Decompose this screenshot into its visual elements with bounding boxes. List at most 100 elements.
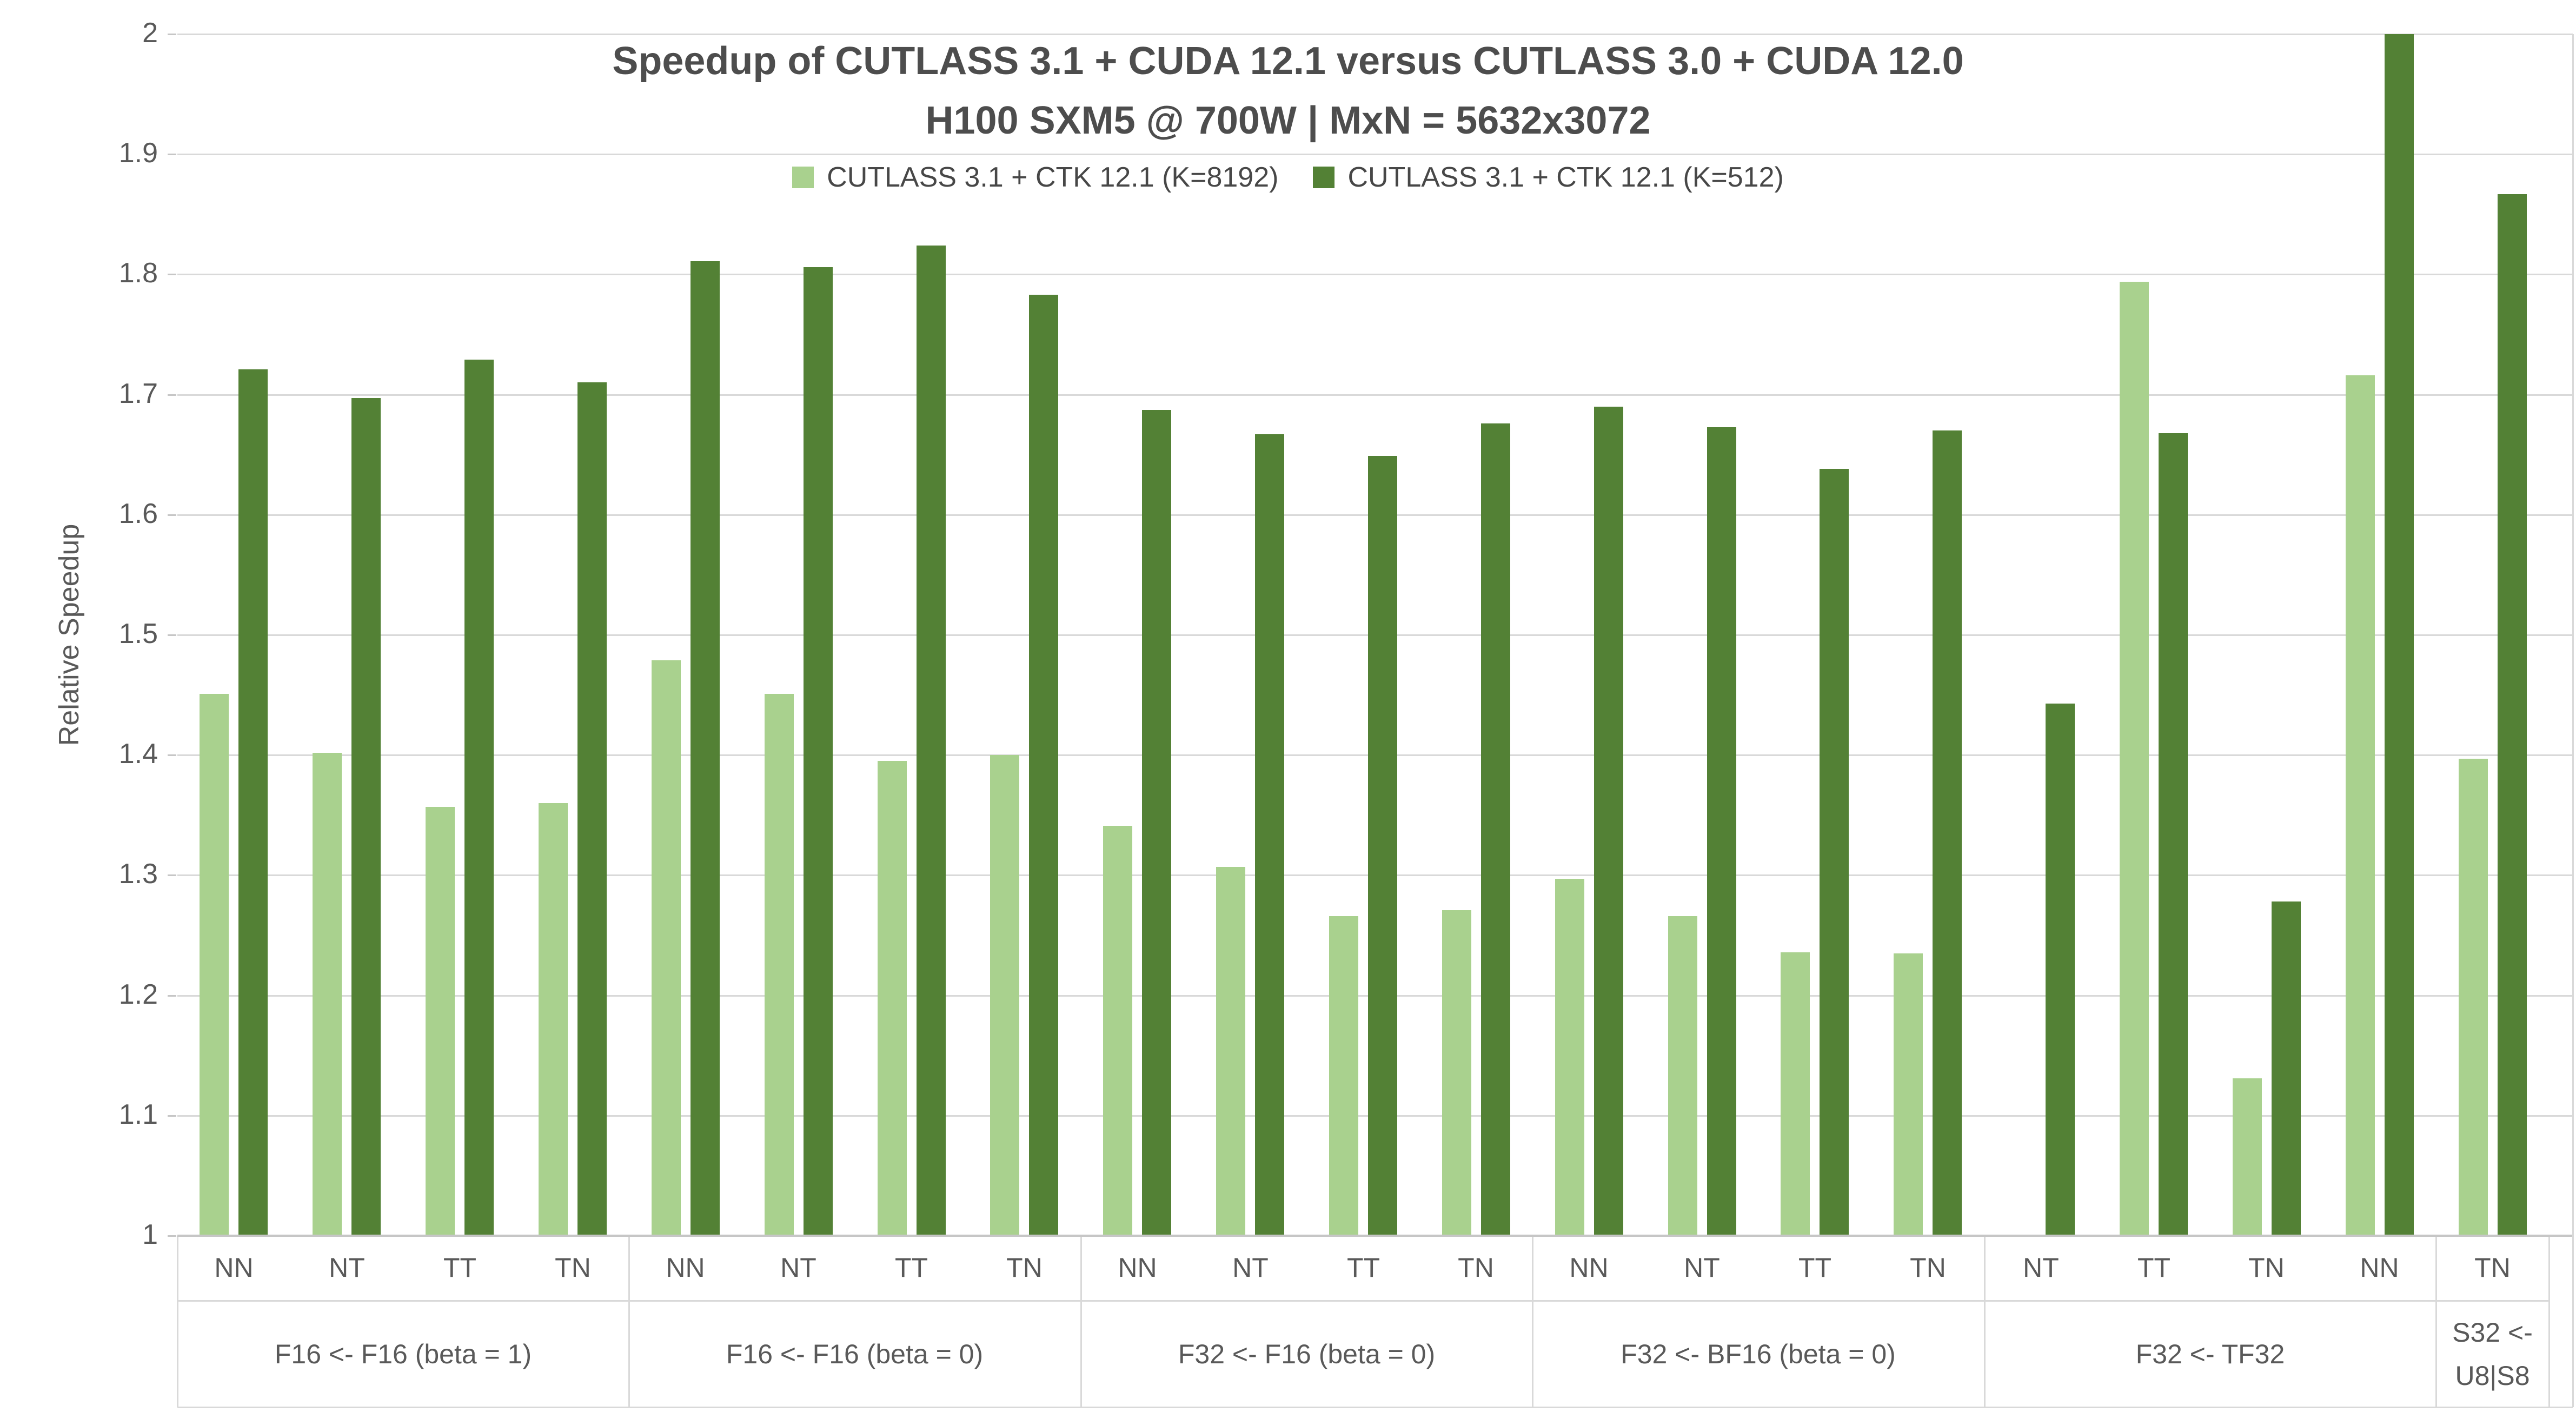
gridline (177, 34, 2573, 35)
category-label: NN (1118, 1252, 1157, 1283)
category-label: TT (1798, 1252, 1832, 1283)
category-label: NN (2360, 1252, 2399, 1283)
group-label: F16 <- F16 (beta = 0) (629, 1333, 1080, 1376)
bar-k512 (1368, 456, 1397, 1236)
category-label: TN (1458, 1252, 1494, 1283)
group-label: F32 <- F16 (beta = 0) (1081, 1333, 1532, 1376)
bar-k512 (1255, 434, 1284, 1236)
bar-k512 (691, 261, 720, 1236)
bar-k8192 (200, 694, 229, 1236)
bar-k8192 (1216, 867, 1245, 1236)
chart-title: Speedup of CUTLASS 3.1 + CUDA 12.1 versu… (612, 39, 1964, 83)
group-separator (628, 1236, 630, 1407)
label-area-bottom-border (177, 1407, 2573, 1408)
bar-k512 (351, 398, 381, 1236)
bar-k8192 (652, 660, 681, 1236)
y-tick-label: 1.1 (118, 1099, 158, 1130)
category-label: NT (1684, 1252, 1720, 1283)
category-label: NT (1232, 1252, 1269, 1283)
category-label: TN (1006, 1252, 1043, 1283)
category-label: TN (2474, 1252, 2511, 1283)
y-axis-tick (168, 514, 176, 516)
bar-k8192 (765, 694, 794, 1236)
y-axis-tick (168, 995, 176, 997)
y-axis-tick (168, 874, 176, 876)
y-tick-label: 1.9 (118, 137, 158, 169)
category-label: NN (666, 1252, 705, 1283)
bar-k8192 (1668, 916, 1697, 1236)
legend-swatch-k8192 (792, 167, 814, 188)
category-label: TT (2137, 1252, 2171, 1283)
group-separator (2548, 1236, 2550, 1407)
y-tick-label: 2 (142, 17, 158, 49)
legend-item-k512: CUTLASS 3.1 + CTK 12.1 (K=512) (1313, 161, 1784, 194)
bar-k8192 (1442, 910, 1471, 1236)
bar-k8192 (878, 761, 907, 1236)
category-label: NT (780, 1252, 816, 1283)
label-tier-separator (177, 1300, 2549, 1302)
y-tick-label: 1.3 (118, 858, 158, 890)
y-tick-label: 1.8 (118, 257, 158, 289)
plot-right-border (2572, 34, 2574, 1407)
y-axis-tick (168, 1235, 176, 1237)
y-axis-tick (168, 34, 176, 35)
y-axis-tick (168, 274, 176, 275)
bar-k512 (238, 369, 268, 1236)
bar-k512 (464, 360, 494, 1236)
legend-swatch-k512 (1313, 167, 1335, 188)
legend-item-k8192: CUTLASS 3.1 + CTK 12.1 (K=8192) (792, 161, 1278, 194)
group-label-line: F16 <- F16 (beta = 1) (274, 1339, 532, 1369)
y-axis-tick (168, 634, 176, 636)
y-axis-tick (168, 154, 176, 155)
bar-k512 (2272, 901, 2301, 1236)
group-separator (1532, 1236, 1533, 1407)
category-label: TN (1910, 1252, 1946, 1283)
category-label: NT (329, 1252, 365, 1283)
group-label: F32 <- TF32 (1984, 1333, 2436, 1376)
bar-k512 (1820, 469, 1849, 1236)
bar-k512 (1707, 427, 1736, 1236)
y-tick-label: 1.6 (118, 498, 158, 529)
bar-k512 (2385, 34, 2414, 1236)
bar-k8192 (1555, 879, 1584, 1236)
group-label-line: U8|S8 (2455, 1361, 2530, 1391)
bar-k512 (1142, 410, 1171, 1236)
category-label: NN (214, 1252, 254, 1283)
y-tick-label: 1.5 (118, 618, 158, 649)
group-label-line: F32 <- F16 (beta = 0) (1178, 1339, 1436, 1369)
category-label: TT (443, 1252, 477, 1283)
bar-k512 (1481, 423, 1510, 1236)
bar-k8192 (990, 755, 1019, 1236)
group-separator (2435, 1236, 2437, 1407)
bar-k8192 (426, 807, 455, 1236)
bar-k8192 (1329, 916, 1358, 1236)
y-axis-tick (168, 1115, 176, 1117)
category-label: TN (2248, 1252, 2285, 1283)
bar-k512 (917, 246, 946, 1236)
bar-k8192 (2233, 1078, 2262, 1236)
category-label: TT (1346, 1252, 1380, 1283)
bar-k512 (2498, 194, 2527, 1236)
group-label: F32 <- BF16 (beta = 0) (1532, 1333, 1984, 1376)
x-axis-line (177, 1235, 2573, 1237)
gridline (177, 394, 2573, 396)
bar-k512 (804, 267, 833, 1236)
category-label: NT (2023, 1252, 2059, 1283)
y-axis-tick (168, 754, 176, 756)
group-separator (177, 1236, 178, 1407)
y-tick-label: 1.7 (118, 378, 158, 409)
bar-k8192 (313, 753, 342, 1236)
chart-subtitle: H100 SXM5 @ 700W | MxN = 5632x3072 (925, 99, 1651, 142)
bar-k512 (1933, 430, 1962, 1236)
group-label-line: S32 <- (2452, 1317, 2533, 1348)
y-tick-label: 1.4 (118, 738, 158, 770)
legend: CUTLASS 3.1 + CTK 12.1 (K=8192) CUTLASS … (54, 161, 2522, 194)
bar-k8192 (539, 803, 568, 1236)
bar-k512 (2046, 704, 2075, 1236)
group-label-line: F32 <- BF16 (beta = 0) (1621, 1339, 1896, 1369)
group-label: S32 <- U8|S8 (2436, 1311, 2549, 1397)
category-label: NN (1569, 1252, 1609, 1283)
group-label: F16 <- F16 (beta = 1) (177, 1333, 629, 1376)
bar-k8192 (2346, 375, 2375, 1236)
